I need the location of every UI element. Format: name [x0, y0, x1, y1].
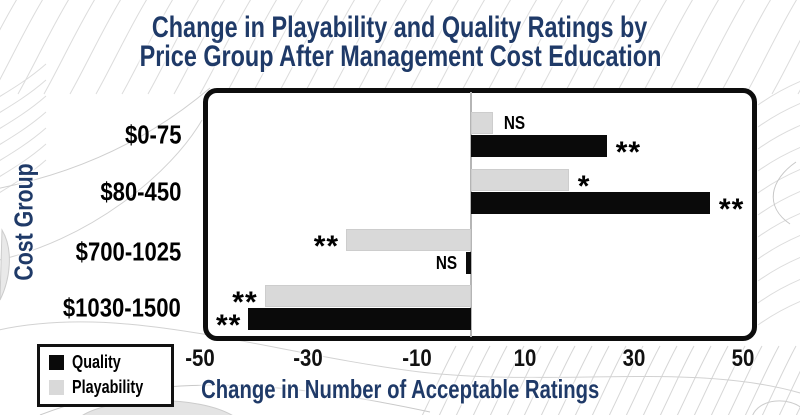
legend-item-quality: Quality: [49, 352, 161, 373]
playability-swatch-icon: [49, 380, 64, 395]
legend-item-playability: Playability: [49, 377, 161, 398]
significance-label: NS: [503, 112, 525, 133]
x-tick-label: 50: [731, 345, 754, 372]
significance-label: **: [718, 193, 745, 226]
significance-label: **: [232, 286, 258, 319]
bar: [471, 169, 569, 191]
x-axis-label: Change in Number of Acceptable Ratings: [0, 374, 800, 405]
legend: Quality Playability: [37, 344, 175, 407]
significance-label: **: [216, 309, 242, 342]
category-label: $80-450: [99, 176, 181, 207]
bar: [471, 135, 607, 157]
quality-swatch-icon: [49, 355, 64, 370]
x-tick-label: 10: [513, 345, 537, 372]
category-label: $1030-1500: [63, 292, 181, 323]
bar: [465, 252, 471, 274]
significance-label: *: [577, 170, 591, 203]
chart-title-line1: Change in Playability and Quality Rating…: [152, 11, 648, 44]
legend-label-playability: Playability: [72, 377, 144, 397]
significance-label: **: [313, 230, 340, 263]
x-tick-label: -30: [293, 345, 323, 372]
legend-label-quality: Quality: [72, 352, 121, 372]
bar: [346, 229, 471, 251]
category-label: $0-75: [124, 119, 181, 150]
zero-baseline: [470, 92, 472, 337]
significance-label: NS: [435, 252, 457, 273]
significance-label: **: [615, 136, 642, 169]
category-label: $700-1025: [75, 236, 181, 267]
bar: [471, 192, 710, 214]
x-tick-label: 30: [622, 345, 646, 372]
chart-title: Change in Playability and Quality Rating…: [0, 11, 800, 73]
x-tick-label: -10: [401, 345, 432, 372]
bar: [264, 285, 471, 307]
y-axis-label: Cost Group: [8, 163, 39, 281]
bar: [248, 308, 471, 330]
x-axis-label-text: Change in Number of Acceptable Ratings: [200, 374, 600, 404]
chart-title-line2: Price Group After Management Cost Educat…: [139, 40, 661, 73]
bar: [471, 112, 493, 134]
x-tick-label: -50: [184, 345, 215, 372]
